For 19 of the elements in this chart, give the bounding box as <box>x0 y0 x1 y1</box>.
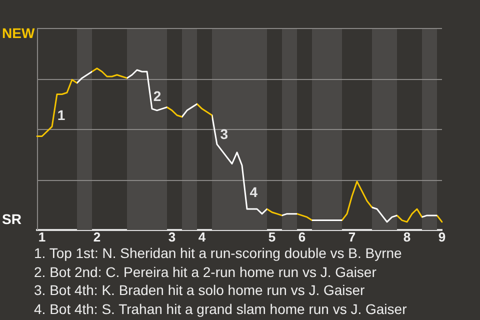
x-tick-label: 8 <box>403 229 411 244</box>
x-tick-label: 9 <box>438 229 446 244</box>
text: 4. Bot 4th: S. Trahan hit a grand slam home run vs J. Gaiser <box>34 300 408 318</box>
text: 1. Top 1st: N. Sheridan hit a run-scoring double vs B. Byrne <box>34 244 403 262</box>
x-tick-label: 7 <box>348 229 356 244</box>
x-tick-label: 5 <box>268 229 276 244</box>
annotation: 4 <box>250 184 258 200</box>
annotation: 3 <box>220 126 228 142</box>
text: SR <box>2 210 22 227</box>
text: 3. Bot 4th: K. Braden hit a solo home run vs J. Gaiser <box>34 281 366 300</box>
x-tick-label: 1 <box>38 229 46 244</box>
text: NEW <box>2 24 36 41</box>
x-tick-label: 6 <box>298 229 306 244</box>
annotation: 1 <box>57 106 66 123</box>
text: 2. Bot 2nd: C. Pereira hit a 2-run home run vs J. Gaiser <box>34 262 378 281</box>
x-tick-label: 4 <box>198 229 206 244</box>
annotation: 2 <box>153 88 162 104</box>
x-tick-label: 2 <box>93 229 101 244</box>
x-tick-label: 3 <box>168 229 176 244</box>
